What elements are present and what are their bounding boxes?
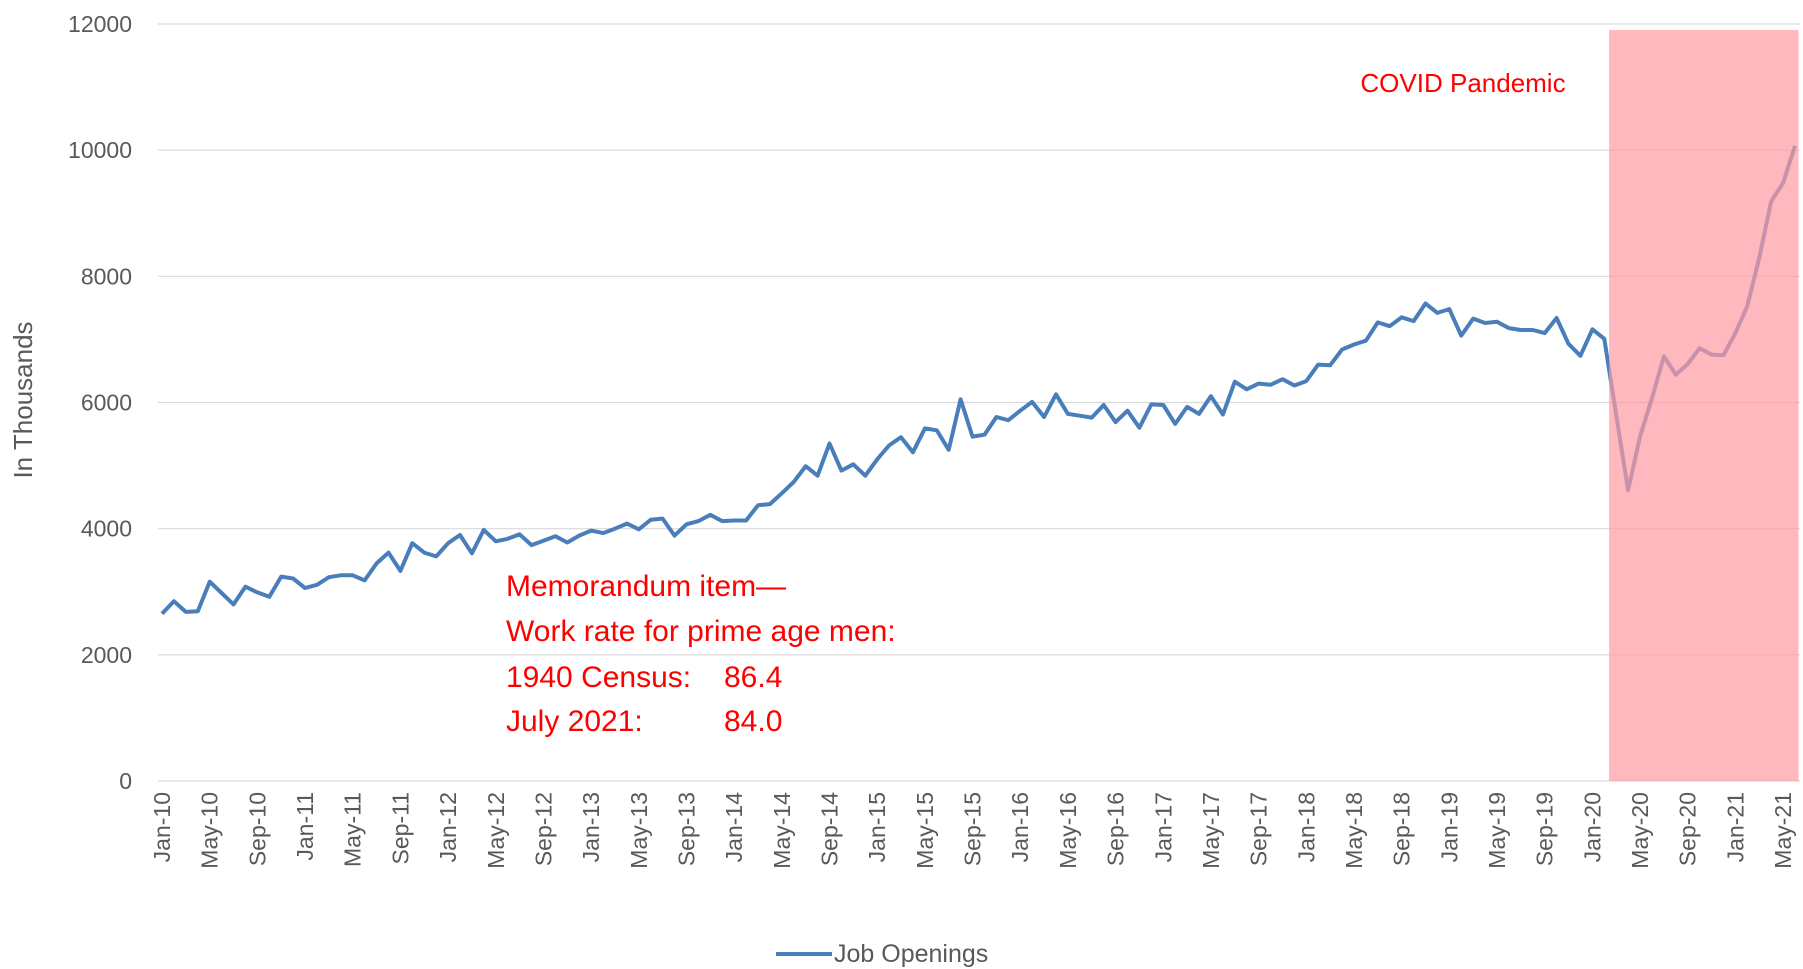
x-tick-label: May-18 bbox=[1341, 792, 1367, 869]
x-tick-label: Jan-13 bbox=[578, 792, 604, 862]
x-tick-label: Jan-14 bbox=[721, 792, 747, 863]
x-tick-label: May-15 bbox=[912, 792, 938, 869]
x-tick-label: Jan-21 bbox=[1722, 792, 1748, 862]
x-tick-label: Sep-16 bbox=[1103, 792, 1129, 866]
y-axis-label: In Thousands bbox=[8, 321, 38, 478]
x-tick-label: Jan-18 bbox=[1293, 792, 1319, 862]
x-tick-label: May-16 bbox=[1055, 792, 1081, 869]
memo-label: 1940 Census: bbox=[506, 661, 691, 694]
memo-line: Memorandum item— bbox=[506, 570, 786, 603]
x-tick-label: May-10 bbox=[197, 792, 223, 869]
x-tick-label: May-14 bbox=[769, 792, 795, 869]
x-tick-label: May-11 bbox=[340, 792, 366, 867]
series-line bbox=[160, 145, 1797, 616]
x-tick-label: Sep-18 bbox=[1389, 792, 1415, 866]
x-tick-label: May-12 bbox=[483, 792, 509, 869]
memo-line: Work rate for prime age men: bbox=[506, 615, 896, 648]
x-tick-label: Sep-17 bbox=[1246, 792, 1272, 866]
x-tick-label: Jan-20 bbox=[1579, 792, 1605, 862]
x-tick-label: Jan-11 bbox=[292, 792, 318, 861]
x-tick-label: Sep-13 bbox=[673, 792, 699, 866]
x-tick-label: Sep-12 bbox=[530, 792, 556, 866]
y-tick-label: 2000 bbox=[81, 642, 132, 668]
legend-label: Job Openings bbox=[834, 940, 988, 968]
x-tick-label: Sep-15 bbox=[960, 792, 986, 866]
y-tick-label: 8000 bbox=[81, 263, 132, 289]
x-tick-label: Jan-10 bbox=[149, 792, 175, 862]
memo-value: 84.0 bbox=[724, 705, 782, 738]
x-tick-label: Sep-11 bbox=[387, 792, 413, 864]
x-tick-label: Sep-14 bbox=[817, 792, 843, 866]
x-tick-label: Sep-10 bbox=[244, 792, 270, 866]
y-tick-label: 12000 bbox=[68, 11, 132, 37]
memo-value: 86.4 bbox=[724, 661, 782, 694]
x-tick-label: May-20 bbox=[1627, 792, 1653, 869]
highlight-region bbox=[1609, 30, 1799, 781]
memo-label: July 2021: bbox=[506, 705, 643, 738]
x-tick-label: May-19 bbox=[1484, 792, 1510, 869]
x-tick-label: Jan-19 bbox=[1436, 792, 1462, 862]
x-tick-label: Jan-12 bbox=[435, 792, 461, 862]
y-tick-label: 6000 bbox=[81, 390, 132, 416]
highlight-label: COVID Pandemic bbox=[1360, 68, 1565, 98]
x-tick-label: Jan-17 bbox=[1150, 792, 1176, 862]
x-tick-label: Sep-19 bbox=[1532, 792, 1558, 866]
x-tick-label: Jan-16 bbox=[1007, 792, 1033, 862]
y-tick-label: 0 bbox=[119, 768, 132, 794]
x-tick-label: May-13 bbox=[626, 792, 652, 869]
x-tick-label: Sep-20 bbox=[1675, 792, 1701, 866]
x-tick-label: May-17 bbox=[1198, 792, 1224, 869]
y-tick-label: 10000 bbox=[68, 137, 132, 163]
x-tick-label: May-21 bbox=[1770, 792, 1796, 869]
y-tick-label: 4000 bbox=[81, 516, 132, 542]
x-tick-label: Jan-15 bbox=[864, 792, 890, 862]
